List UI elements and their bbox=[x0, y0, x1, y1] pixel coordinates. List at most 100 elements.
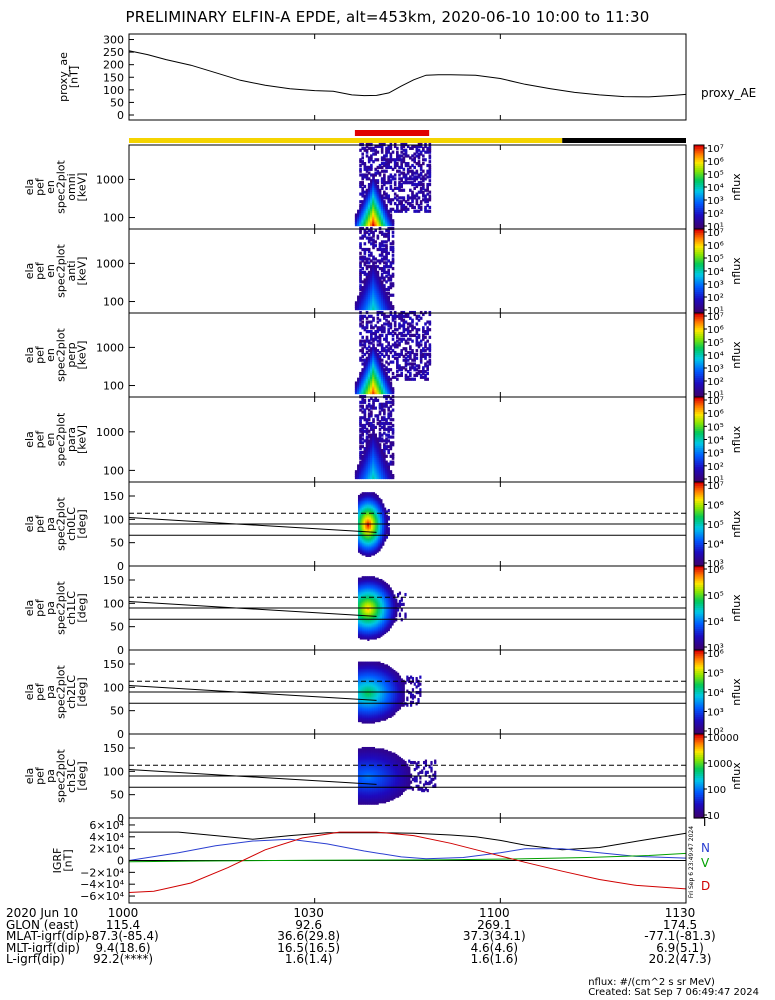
spectrogram-pixel bbox=[370, 222, 373, 227]
spectrogram-pixel bbox=[361, 205, 364, 210]
spectrogram-pixel bbox=[376, 184, 380, 189]
spectrogram-pixel bbox=[389, 345, 393, 349]
pitch-pixel bbox=[361, 661, 364, 665]
spectrogram-pixel bbox=[372, 402, 375, 406]
spectrogram-pixel bbox=[363, 303, 367, 307]
spectrogram-pixel bbox=[378, 266, 382, 271]
spectrogram-pixel bbox=[361, 470, 364, 474]
spectrogram-pixel bbox=[361, 177, 364, 181]
spectrogram-pixel bbox=[363, 211, 367, 215]
spectrogram-pixel bbox=[367, 291, 371, 295]
spectrogram-pixel bbox=[387, 228, 390, 233]
pitch-colorbar-0-cell bbox=[694, 551, 704, 554]
spectrogram-pixel bbox=[372, 475, 375, 480]
spectrogram-pixel bbox=[383, 207, 386, 211]
spectrogram-pixel bbox=[372, 293, 375, 297]
pitch-colorbar-1-cell bbox=[694, 620, 704, 624]
spectrogram-pixel bbox=[411, 198, 414, 202]
spectrogram-pixel bbox=[354, 475, 358, 480]
spectrogram-pixel bbox=[389, 165, 393, 170]
spectrogram-pixel bbox=[389, 418, 393, 422]
spectrogram-pixel bbox=[376, 441, 380, 445]
spectrogram-pixel bbox=[367, 276, 371, 280]
spectrogram-pixel bbox=[422, 162, 425, 166]
energy-colorbar-3-cell bbox=[694, 460, 704, 464]
spectrogram-pixel bbox=[400, 352, 403, 357]
spectrogram-pixel bbox=[389, 173, 393, 177]
spectrogram-pixel bbox=[402, 160, 406, 164]
spectrogram-pixel bbox=[389, 410, 393, 414]
spectrogram-pixel bbox=[370, 324, 373, 328]
spectrogram-pixel bbox=[385, 366, 388, 370]
spectrogram-pixel bbox=[391, 462, 395, 466]
pitch-pixel bbox=[406, 675, 409, 679]
spectrogram-pixel bbox=[428, 165, 432, 170]
spectrogram-pixel bbox=[409, 165, 412, 170]
spectrogram-pixel bbox=[365, 222, 369, 227]
spectrogram-pixel bbox=[370, 265, 373, 269]
spectrogram-pixel bbox=[367, 247, 371, 252]
spectrogram-pixel bbox=[415, 194, 419, 198]
spectrogram-pixel bbox=[378, 371, 382, 376]
pitch-colorbar-1-cell bbox=[694, 580, 704, 584]
spectrogram-pixel bbox=[359, 464, 362, 468]
spectrogram-pixel bbox=[391, 249, 395, 254]
spectrogram-pixel bbox=[389, 324, 393, 328]
spectrogram-pixel bbox=[402, 354, 406, 358]
spectrogram-pixel bbox=[363, 148, 367, 152]
spectrogram-pixel bbox=[370, 347, 373, 351]
energy-colorbar-2-cell bbox=[694, 369, 704, 373]
energy-colorbar-3-cell bbox=[694, 420, 704, 424]
spectrogram-pixel bbox=[372, 242, 375, 246]
spectrogram-pixel bbox=[378, 253, 382, 257]
spectrogram-pixel bbox=[359, 400, 362, 404]
spectrogram-pixel bbox=[413, 333, 416, 338]
spectrogram-pixel bbox=[385, 263, 388, 267]
spectrogram-pixel bbox=[387, 198, 390, 202]
spectrogram-pixel bbox=[413, 160, 416, 164]
spectrogram-pixel bbox=[402, 366, 406, 370]
spectrogram-pixel bbox=[383, 173, 386, 177]
spectrogram-pixel bbox=[411, 200, 414, 204]
spectrogram-pixel bbox=[372, 437, 375, 441]
spectrogram-pixel bbox=[383, 371, 386, 376]
spectrogram-pixel bbox=[378, 242, 382, 246]
spectrogram-pixel bbox=[389, 412, 393, 416]
spectrogram-pixel bbox=[393, 324, 397, 328]
spectrogram-pixel bbox=[383, 179, 386, 183]
spectrogram-pixel bbox=[365, 368, 369, 372]
spectrogram-pixel bbox=[417, 181, 421, 185]
spectrogram-pixel bbox=[402, 207, 406, 211]
spectrogram-pixel bbox=[393, 312, 397, 317]
spectrogram-pixel bbox=[387, 144, 390, 149]
spectrogram-pixel bbox=[398, 184, 401, 189]
spectrogram-pixel bbox=[380, 404, 384, 408]
spectrogram-pixel bbox=[428, 194, 432, 198]
spectrogram-pixel bbox=[380, 242, 384, 246]
spectrogram-pixel bbox=[370, 414, 373, 418]
spectrogram-pixel bbox=[378, 370, 382, 374]
spectrogram-pixel bbox=[376, 203, 380, 208]
spectrogram-pixel bbox=[365, 383, 369, 387]
spectrogram-pixel bbox=[374, 186, 377, 190]
spectrogram-pixel bbox=[367, 475, 371, 480]
spectrogram-pixel bbox=[365, 475, 369, 480]
spectrogram-pixel bbox=[406, 330, 410, 334]
spectrogram-pixel bbox=[380, 179, 384, 183]
spectrogram-pixel bbox=[391, 314, 395, 318]
spectrogram-pixel bbox=[370, 297, 373, 301]
spectrogram-pixel bbox=[400, 350, 403, 355]
pitch-pixel bbox=[415, 690, 418, 695]
spectrogram-pixel bbox=[367, 240, 371, 244]
spectrogram-pixel bbox=[376, 368, 380, 372]
spectrogram-pixel bbox=[374, 456, 377, 460]
spectrogram-pixel bbox=[359, 349, 362, 353]
spectrogram-pixel bbox=[363, 305, 367, 309]
spectrogram-pixel bbox=[415, 316, 419, 320]
spectrogram-pixel bbox=[424, 354, 427, 358]
spectrogram-pixel bbox=[361, 146, 364, 150]
spectrogram-pixel bbox=[370, 192, 373, 196]
energy-colorbar-3-cell bbox=[694, 448, 704, 451]
spectrogram-pixel bbox=[357, 389, 360, 393]
spectrogram-pixel bbox=[354, 390, 358, 395]
